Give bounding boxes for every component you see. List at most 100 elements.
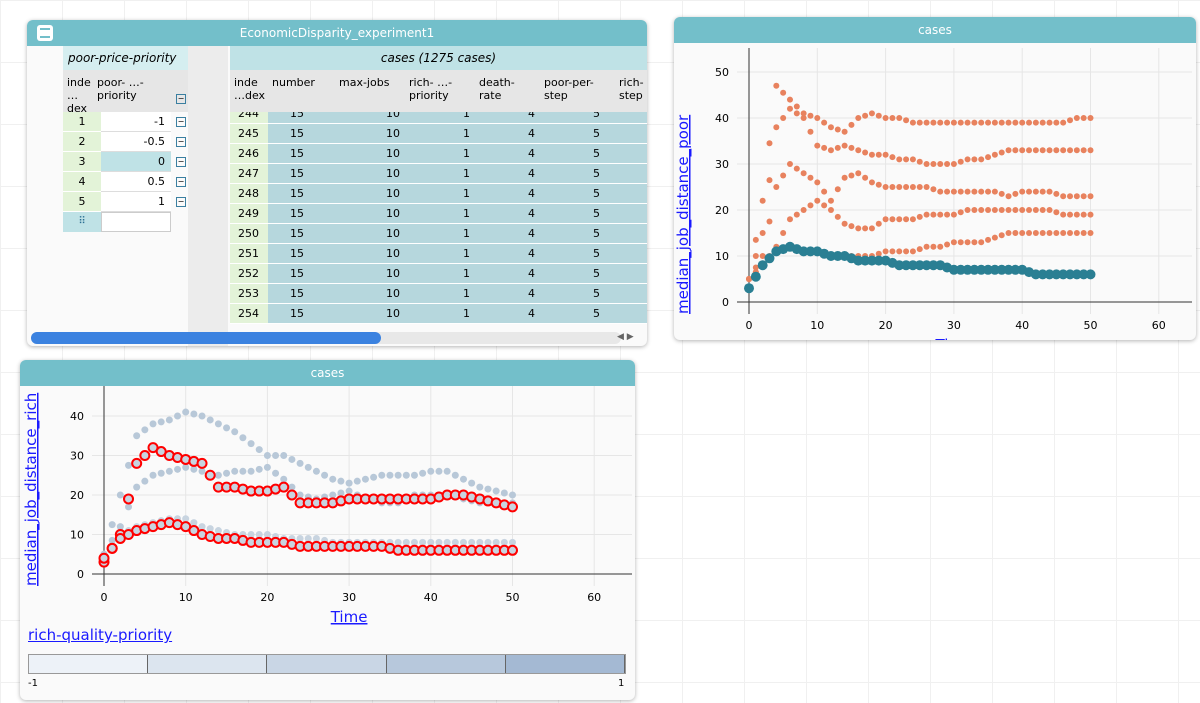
column-header[interactable]: death- rate (479, 76, 515, 102)
data-point[interactable] (800, 115, 807, 121)
data-point[interactable] (848, 121, 855, 128)
data-point[interactable] (937, 211, 944, 218)
table-cell[interactable]: 5 (593, 207, 600, 220)
data-point[interactable] (427, 538, 435, 546)
table-cell[interactable]: 10 (386, 227, 400, 240)
data-point[interactable] (793, 103, 800, 110)
data-point[interactable] (903, 156, 910, 163)
data-point[interactable] (971, 119, 978, 126)
data-point[interactable] (1005, 147, 1012, 154)
data-point[interactable] (419, 538, 427, 546)
data-point[interactable] (991, 151, 998, 158)
data-point[interactable] (957, 119, 964, 126)
data-point[interactable] (1046, 188, 1053, 195)
data-point[interactable] (182, 463, 190, 471)
column-header[interactable]: number (272, 76, 315, 89)
table-cell[interactable]: 1 (463, 287, 470, 300)
data-point[interactable] (985, 154, 992, 161)
data-point[interactable] (923, 119, 930, 126)
table-cell[interactable]: 4 (528, 287, 535, 300)
data-point[interactable] (814, 115, 821, 121)
data-point[interactable] (991, 234, 998, 241)
data-point[interactable] (1085, 269, 1096, 280)
table-cell[interactable]: 5 (593, 167, 600, 180)
data-point[interactable] (786, 216, 793, 223)
data-point[interactable] (1067, 117, 1074, 124)
data-point[interactable] (855, 147, 862, 154)
data-point[interactable] (916, 184, 923, 190)
data-point[interactable] (855, 115, 862, 121)
data-point[interactable] (821, 119, 828, 126)
data-point[interactable] (909, 119, 916, 126)
data-point[interactable] (204, 469, 216, 481)
data-point[interactable] (882, 151, 889, 158)
data-point[interactable] (1087, 193, 1094, 200)
data-point[interactable] (1080, 230, 1087, 236)
table-icon[interactable] (37, 25, 53, 41)
table-cell[interactable]: 5 (593, 267, 600, 280)
table-cell[interactable]: 4 (528, 127, 535, 140)
data-point[interactable] (492, 538, 500, 546)
data-point[interactable] (998, 190, 1005, 197)
data-point[interactable] (896, 248, 903, 255)
data-point[interactable] (766, 140, 773, 147)
data-point[interactable] (766, 218, 773, 225)
data-point[interactable] (862, 149, 869, 156)
data-point[interactable] (950, 188, 957, 195)
table-cell[interactable]: 10 (386, 307, 400, 320)
data-point[interactable] (848, 144, 855, 151)
data-point[interactable] (509, 491, 516, 499)
data-point[interactable] (108, 536, 116, 544)
data-point[interactable] (345, 479, 353, 487)
table-cell[interactable]: 4 (528, 147, 535, 160)
data-point[interactable] (247, 531, 255, 538)
data-point[interactable] (964, 207, 971, 213)
table-cell[interactable]: 4 (528, 207, 535, 220)
table-cell[interactable]: 1 (463, 127, 470, 140)
data-point[interactable] (123, 493, 135, 505)
data-point[interactable] (345, 487, 353, 495)
data-point[interactable] (370, 473, 378, 481)
data-point[interactable] (793, 165, 800, 172)
data-point[interactable] (435, 467, 443, 475)
table-cell[interactable]: 1 (463, 267, 470, 280)
data-point[interactable] (773, 124, 780, 131)
data-point[interactable] (286, 489, 298, 501)
data-point[interactable] (1087, 230, 1094, 236)
table-cell[interactable]: 5 (593, 307, 600, 320)
data-point[interactable] (1026, 207, 1033, 213)
horizontal-scrollbar[interactable] (31, 332, 621, 344)
data-point[interactable] (875, 181, 882, 188)
data-point[interactable] (971, 188, 978, 195)
data-point[interactable] (916, 158, 923, 165)
data-point[interactable] (239, 467, 247, 475)
data-point[interactable] (1012, 147, 1019, 154)
data-point[interactable] (206, 416, 214, 424)
data-point[interactable] (793, 110, 800, 117)
data-point[interactable] (484, 485, 492, 493)
data-point[interactable] (991, 207, 998, 213)
data-point[interactable] (827, 147, 834, 154)
data-point[interactable] (131, 457, 143, 469)
data-point[interactable] (149, 420, 157, 428)
data-point[interactable] (827, 124, 834, 131)
data-point[interactable] (793, 211, 800, 218)
data-point[interactable] (930, 211, 937, 218)
table-cell[interactable]: 4 (528, 112, 535, 120)
data-point[interactable] (978, 119, 985, 126)
table-cell[interactable]: 5 (593, 187, 600, 200)
data-point[interactable] (862, 225, 869, 232)
data-point[interactable] (786, 96, 793, 103)
data-point[interactable] (1019, 230, 1026, 236)
data-point[interactable] (903, 117, 910, 124)
data-point[interactable] (800, 207, 807, 213)
data-point[interactable] (998, 207, 1005, 213)
data-point[interactable] (125, 503, 133, 511)
table-cell[interactable]: 15 (290, 147, 304, 160)
data-point[interactable] (841, 174, 848, 181)
table-cell[interactable]: 10 (386, 207, 400, 220)
data-point[interactable] (903, 184, 910, 190)
data-point[interactable] (1032, 207, 1039, 213)
data-point[interactable] (750, 271, 761, 282)
legend-bin[interactable] (386, 655, 506, 673)
